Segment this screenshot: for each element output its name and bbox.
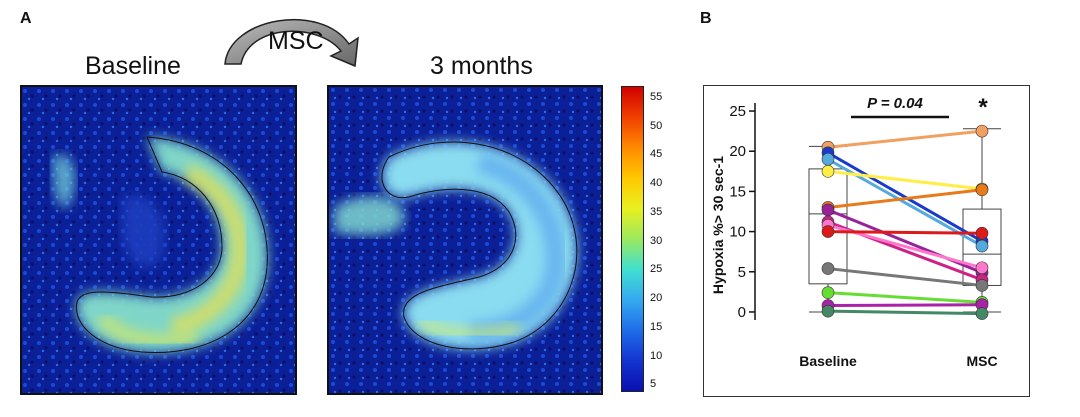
panel-b-letter: B: [700, 10, 712, 27]
category-label-msc: MSC: [966, 353, 997, 369]
colorbar-tick: 20: [650, 292, 663, 304]
msc-arrow-icon: [224, 19, 359, 68]
y-tick-label: 10: [729, 224, 746, 241]
data-point-baseline: [821, 152, 835, 166]
data-point-msc: [975, 124, 989, 138]
panel-a-letter: A: [20, 10, 32, 27]
y-tick-label: 0: [738, 304, 746, 321]
y-tick-label: 5: [738, 264, 746, 281]
data-point-msc: [975, 261, 989, 275]
data-point-msc: [975, 183, 989, 197]
category-label-baseline: Baseline: [799, 353, 857, 369]
data-point-baseline: [821, 262, 835, 275]
hypoxia-chart: 0 5 10 15 20 25 Hypoxia %> 30 sec-1 P = 0.04 …: [703, 85, 1030, 397]
baseline-mri-map: [20, 85, 297, 395]
y-tick-label: 15: [729, 183, 746, 200]
colorbar-tick: 55: [650, 91, 663, 103]
colorbar-tick: 40: [650, 177, 663, 189]
data-point-msc: [975, 279, 989, 292]
data-point-baseline: [821, 203, 835, 217]
paired-line: [827, 303, 983, 308]
data-point-baseline: [821, 225, 835, 238]
data-point-msc: [975, 226, 989, 240]
data-point-msc: [975, 239, 989, 253]
paired-line: [827, 230, 983, 235]
paired-line: [827, 291, 983, 304]
colorbar-tick: 45: [650, 148, 663, 160]
colorbar-tick: 30: [650, 235, 663, 247]
y-tick-label: 25: [729, 103, 746, 120]
paired-line: [827, 188, 983, 209]
colorbar-tick: 15: [650, 321, 663, 333]
colorbar-tick: 25: [650, 263, 663, 275]
data-point-baseline: [821, 304, 835, 318]
colorbar-tick: 5: [650, 378, 657, 390]
data-point-baseline: [821, 286, 835, 299]
paired-line: [827, 267, 983, 287]
paired-line: [827, 309, 983, 316]
colorbar-tick: 35: [650, 206, 663, 218]
p-value-label: P = 0.04: [867, 95, 923, 112]
colorbar-tick: 50: [650, 120, 663, 132]
paired-line: [827, 208, 983, 274]
significance-star: *: [978, 94, 988, 121]
colorbar: [621, 86, 644, 392]
data-point-msc: [975, 307, 989, 320]
arrow-label: MSC: [268, 27, 324, 55]
y-axis-label: Hypoxia %> 30 sec-1: [710, 156, 726, 294]
colorbar-tick: 10: [650, 350, 663, 362]
y-tick-label: 20: [729, 143, 746, 160]
data-point-baseline: [821, 165, 835, 178]
three-months-mri-map: [327, 85, 603, 395]
three-months-image-title: 3 months: [430, 52, 533, 80]
paired-line: [827, 151, 983, 243]
baseline-image-title: Baseline: [85, 52, 181, 80]
paired-line: [827, 129, 983, 149]
paired-line: [827, 169, 983, 191]
